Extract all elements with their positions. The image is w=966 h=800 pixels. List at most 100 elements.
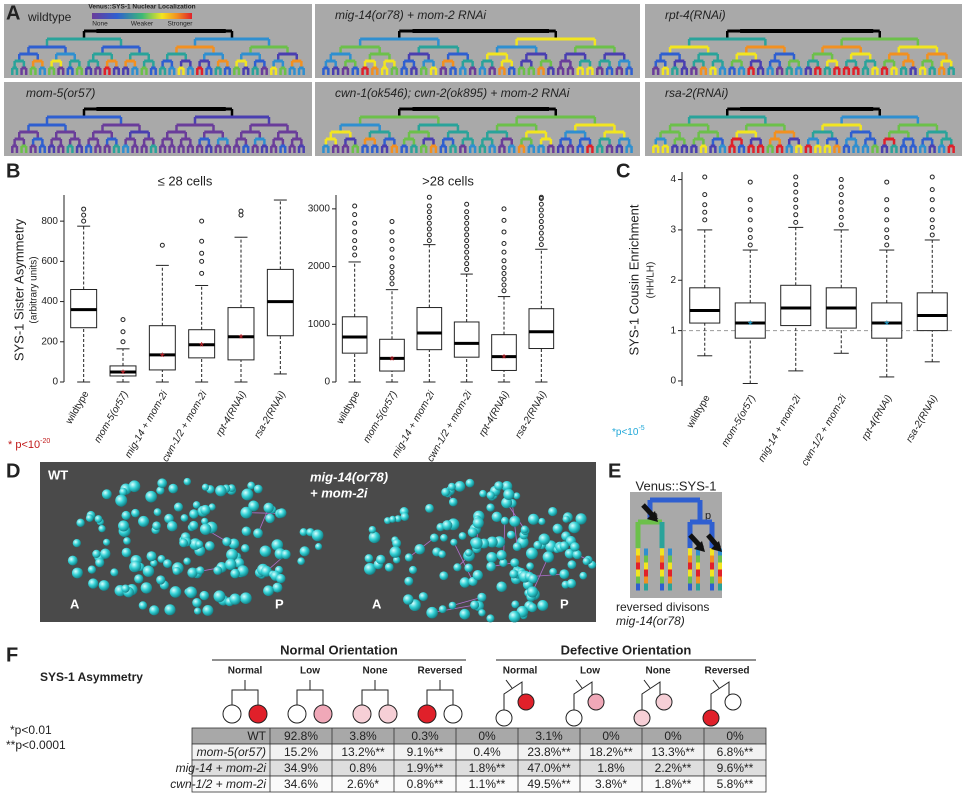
- panel-label: C: [616, 160, 630, 182]
- nucleus: [152, 521, 161, 531]
- nucleus: [403, 594, 414, 605]
- nucleus: [95, 558, 105, 568]
- group-header: Defective Orientation: [561, 642, 692, 657]
- outlier: [702, 192, 708, 198]
- nucleus: [157, 555, 166, 563]
- nucleus: [549, 568, 558, 576]
- nucleus: [566, 578, 577, 589]
- nucleus: [552, 523, 563, 534]
- table-cell: 6.8%**: [717, 745, 754, 759]
- nucleus: [470, 537, 483, 550]
- row-label: mig-14 + mom-2i: [176, 761, 267, 775]
- outlier: [426, 215, 432, 221]
- nucleus: [513, 492, 521, 500]
- nucleus: [570, 542, 580, 552]
- y-tick-label: 1: [670, 325, 676, 336]
- y-tick-label: 3000: [308, 203, 331, 214]
- outlier: [389, 238, 395, 244]
- cell-icon: [495, 709, 513, 727]
- y-tick-label: 0: [52, 377, 58, 388]
- y-axis-subtitle: (arbitrary units): [29, 256, 40, 323]
- outlier: [389, 264, 395, 270]
- outlier: [747, 227, 753, 233]
- table-cell: 23.8%**: [527, 745, 571, 759]
- nucleus: [277, 508, 287, 518]
- outlier: [501, 240, 507, 246]
- nucleus: [315, 543, 323, 551]
- cell-icon: [378, 704, 398, 724]
- box: [734, 302, 766, 339]
- table-cell: 0%: [602, 729, 620, 743]
- outlier: [464, 249, 470, 255]
- box: [379, 338, 405, 372]
- y-tick-label: 600: [41, 256, 58, 267]
- outlier: [538, 219, 544, 225]
- nucleus: [510, 558, 520, 568]
- outlier: [464, 209, 470, 215]
- nucleus: [253, 528, 263, 539]
- division-icon: [296, 680, 324, 712]
- outlier: [538, 236, 544, 242]
- outlier: [352, 245, 358, 251]
- significance-star: *: [120, 366, 125, 381]
- nucleus: [121, 584, 130, 593]
- panel-label: B: [6, 160, 20, 182]
- nucleus: [189, 509, 199, 519]
- y-tick-label: 2: [670, 275, 676, 286]
- outlier: [199, 238, 205, 244]
- nucleus: [364, 562, 376, 575]
- image-title: + mom-2i: [310, 485, 368, 500]
- nucleus: [392, 556, 401, 564]
- nucleus: [123, 537, 131, 545]
- lineage-panel: [4, 82, 312, 156]
- column-header: None: [363, 666, 388, 677]
- box: [871, 302, 903, 339]
- outlier: [501, 288, 507, 294]
- nucleus: [156, 575, 166, 585]
- division-icon: [503, 679, 523, 714]
- nucleus: [163, 559, 172, 568]
- nucleus: [138, 601, 148, 610]
- nucleus: [237, 565, 249, 577]
- nucleus: [582, 557, 591, 566]
- cell-icon: [587, 693, 605, 711]
- nucleus: [559, 541, 569, 551]
- nucleus: [429, 533, 439, 543]
- lineage-label: rpt-4(RNAi): [665, 8, 726, 22]
- table-cell: 3.8%*: [595, 777, 627, 791]
- outlier: [884, 227, 890, 233]
- chart-title: >28 cells: [422, 173, 474, 188]
- nucleus: [389, 515, 397, 523]
- table-cell: 2.6%*: [347, 777, 379, 791]
- x-tick-label: mom-5(or57): [361, 389, 399, 445]
- nucleus: [140, 582, 153, 594]
- nucleus: [486, 503, 495, 512]
- arrow-head: [711, 541, 722, 552]
- nucleus: [404, 553, 413, 562]
- nucleus: [98, 525, 106, 533]
- box: [491, 334, 517, 371]
- axis-marker: P: [275, 596, 284, 611]
- nucleus: [496, 581, 507, 593]
- y-tick-label: 2000: [308, 261, 331, 272]
- nucleus: [472, 569, 483, 581]
- table-cell: 1.9%**: [407, 761, 444, 775]
- column-header: Low: [300, 666, 320, 677]
- x-tick-label: wildtype: [685, 393, 713, 431]
- outlier: [81, 218, 87, 224]
- nucleus: [453, 563, 462, 572]
- outlier: [929, 174, 935, 180]
- outlier: [501, 282, 507, 288]
- outlier: [426, 232, 432, 238]
- group-header: Normal Orientation: [280, 642, 398, 657]
- nucleus: [142, 565, 155, 577]
- lineage-panel: [645, 82, 962, 156]
- nucleus: [511, 600, 520, 609]
- nucleus: [297, 557, 305, 565]
- y-tick-label: 400: [41, 296, 58, 307]
- outlier: [238, 208, 244, 214]
- table-cell: 18.2%**: [589, 745, 633, 759]
- y-tick-label: 3: [670, 225, 676, 236]
- x-tick-label: mig-14 + mom-2i: [756, 393, 804, 464]
